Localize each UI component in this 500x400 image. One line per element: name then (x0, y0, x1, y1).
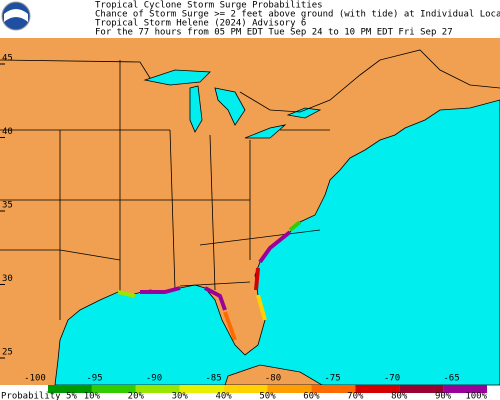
latitude-label: 40 (2, 127, 13, 137)
longitude-label: -95 (86, 374, 102, 384)
header-line: Tropical Cyclone Storm Surge Probabiliti… (95, 1, 323, 11)
legend-swatch (267, 385, 312, 393)
legend-swatch (355, 385, 400, 393)
header-line: For the 77 hours from 05 PM EDT Tue Sep … (95, 28, 453, 38)
legend-label: 40% (215, 392, 232, 400)
header-line: Tropical Storm Helene (2024) Advisory 6 (95, 19, 306, 29)
legend-swatch (443, 385, 487, 393)
map: 45 40 35 30 25 -100 -95 -90 -85 -80 -75 -70 -65 (0, 38, 500, 386)
legend-label: 80% (391, 392, 408, 400)
longitude-label: -80 (265, 374, 281, 384)
great-lakes (143, 69, 322, 139)
legend-swatch (399, 385, 444, 393)
header-line: Chance of Storm Surge >= 2 feet above gr… (95, 10, 500, 20)
legend-label: 10% (84, 392, 101, 400)
longitude-label: -85 (205, 374, 221, 384)
legend-swatch (91, 385, 136, 393)
surge-coast (117, 220, 302, 341)
longitude-label: -100 (24, 374, 46, 384)
legend: Probability 5% 10% 20% 30% 40% 50% 60% 70% 80% 90… (1, 385, 488, 400)
noaa-logo (1, 1, 31, 31)
legend-label: 100% (465, 392, 487, 400)
longitude-label: -70 (384, 374, 400, 384)
legend-label: 20% (128, 392, 145, 400)
borders (0, 49, 500, 320)
legend-swatch (135, 385, 180, 393)
legend-label: 70% (347, 392, 364, 400)
legend-swatch (48, 385, 92, 393)
latitude-label: 25 (2, 348, 13, 358)
latitude-label: 45 (2, 54, 13, 64)
latitude-label: 35 (2, 201, 13, 211)
legend-swatch (311, 385, 356, 393)
longitude-label: -90 (146, 374, 162, 384)
latitude-label: 30 (2, 274, 13, 284)
legend-label: 90% (435, 392, 452, 400)
legend-label: Probability 5% (1, 392, 77, 400)
grid-labels: 45 40 35 30 25 -100 -95 -90 -85 -80 -75 -70 -65 (0, 54, 460, 384)
legend-swatch (179, 385, 224, 393)
longitude-label: -65 (443, 374, 459, 384)
legend-label: 50% (259, 392, 276, 400)
legend-label: 30% (172, 392, 189, 400)
header: Tropical Cyclone Storm Surge Probabiliti… (95, 1, 500, 38)
longitude-label: -75 (324, 374, 340, 384)
legend-label: 60% (303, 392, 320, 400)
legend-swatch (223, 385, 268, 393)
